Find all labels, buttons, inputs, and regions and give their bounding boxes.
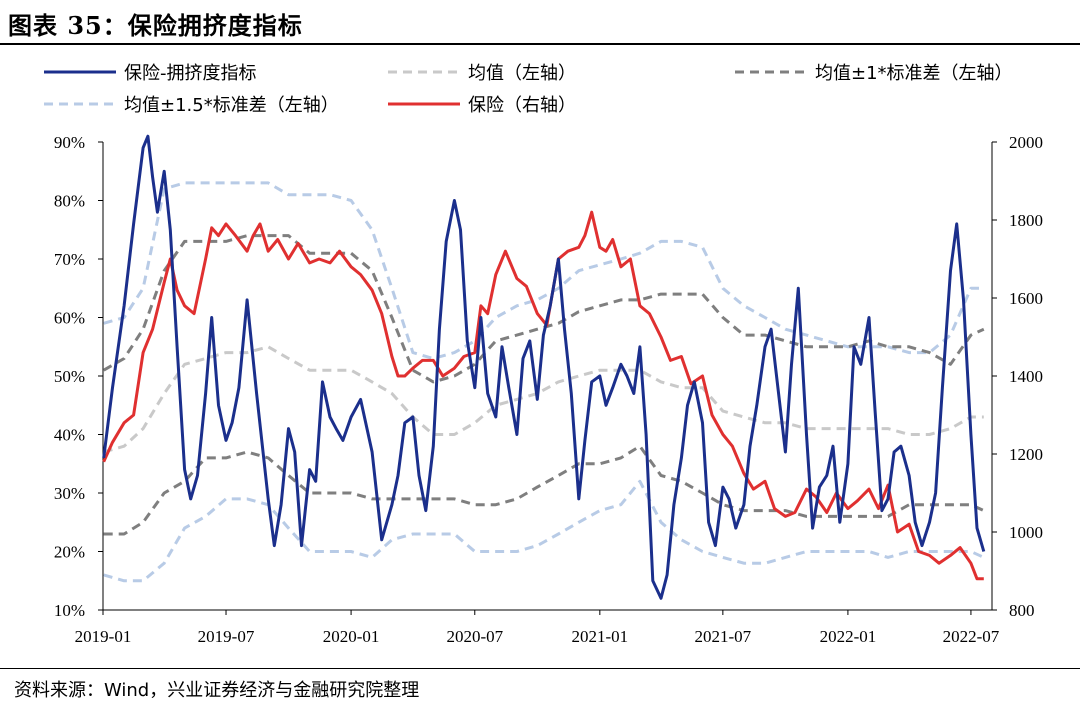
left-tick-label: 60% [54,309,85,328]
series-line-5 [103,479,985,583]
x-tick-label: 2019-01 [75,627,132,646]
legend-label-6: 保险（右轴） [468,95,576,116]
source-note: 资料来源：Wind，兴业证券经济与金融研究院整理 [14,680,420,701]
series-line-3 [103,444,985,536]
series-line-1 [103,345,984,454]
right-tick-label: 1000 [1009,523,1043,542]
x-tick-label: 2020-01 [323,627,380,646]
series-line-0 [102,134,986,600]
figure-title: 图表 35：保险拥挤度指标 [8,11,303,40]
legend-label-0: 保险-拥挤度指标 [124,63,257,84]
right-tick-label: 2000 [1009,133,1043,152]
left-tick-label: 80% [54,192,85,211]
series-layer [102,134,986,600]
right-tick-label: 1200 [1009,445,1043,464]
left-tick-label: 10% [54,601,85,620]
left-tick-label: 70% [54,250,85,269]
left-tick-label: 50% [54,367,85,386]
series-line-6 [102,210,984,581]
x-tick-label: 2021-07 [695,627,752,646]
series-line-4 [103,181,984,360]
series-line-2 [102,234,985,384]
source-rule [0,668,1080,669]
left-tick-label: 40% [54,426,85,445]
legend-label-1: 均值（左轴） [468,63,576,84]
legend: 保险-拥挤度指标 均值（左轴） 均值±1*标准差（左轴） 均值±1.5*标准差（左轴）… [44,63,1013,116]
x-tick-label: 2020-07 [446,627,503,646]
x-tick-label: 2022-07 [943,627,1000,646]
x-tick-label: 2022-01 [820,627,877,646]
left-tick-label: 90% [54,133,85,152]
x-tick-label: 2021-01 [571,627,628,646]
right-tick-label: 1800 [1009,211,1043,230]
right-tick-label: 800 [1009,601,1035,620]
axes: 10% 20% 30% 40% 50% 60% 70% 80% 90% 800 1000 1200 14… [54,133,1043,646]
legend-label-2: 均值±1*标准差（左轴） [815,63,1013,84]
legend-label-4: 均值±1.5*标准差（左轴） [124,95,339,116]
right-tick-label: 1600 [1009,289,1043,308]
left-tick-label: 20% [54,543,85,562]
right-tick-label: 1400 [1009,367,1043,386]
left-tick-label: 30% [54,484,85,503]
x-tick-label: 2019-07 [198,627,255,646]
title-rule [0,43,1080,45]
